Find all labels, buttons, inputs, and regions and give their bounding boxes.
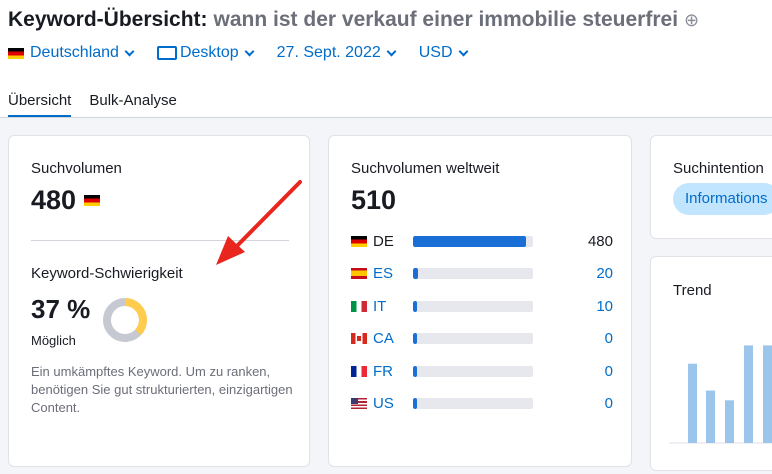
search-volume-number: 480: [31, 185, 77, 215]
flag-es-icon: [351, 268, 367, 279]
country-row-de: DE 480: [351, 231, 613, 251]
flag-us-icon: [351, 398, 367, 409]
divider: [31, 240, 289, 241]
country-code[interactable]: CA: [373, 330, 394, 347]
search-volume-label: Suchvolumen: [31, 160, 122, 177]
global-volume-card: Suchvolumen weltweit 510 DE 480 ES 20 IT 10 CA…: [328, 135, 632, 467]
search-intent-label: Suchintention: [673, 160, 764, 177]
country-volume-bar: [413, 365, 533, 377]
trend-bar: [744, 345, 753, 443]
country-volume-bar-fill: [413, 333, 417, 344]
country-volume-bar: [413, 300, 533, 312]
device-selector[interactable]: Desktop: [156, 44, 255, 62]
country-selector[interactable]: Deutschland: [8, 44, 135, 62]
germany-flag-icon: [84, 195, 101, 206]
trend-bar: [688, 363, 697, 443]
country-volume-bar-fill: [413, 235, 526, 247]
keyword-title: wann ist der verkauf einer immobilie ste…: [213, 8, 679, 31]
search-intent-card: Suchintention Informations: [650, 135, 772, 239]
country-code[interactable]: ES: [373, 265, 394, 282]
page-header: Keyword-Übersicht: wann ist der verkauf e…: [0, 0, 772, 118]
chevron-down-icon: [244, 46, 255, 56]
trend-chart: [669, 345, 772, 444]
currency-label: USD: [418, 44, 453, 61]
search-volume-card: Suchvolumen 480 Keyword-Schwierigkeit 37…: [8, 135, 310, 467]
currency-selector[interactable]: USD: [418, 44, 468, 62]
chevron-down-icon: [124, 46, 135, 56]
country-volume-value[interactable]: 10: [596, 297, 613, 315]
tab-overview[interactable]: Übersicht: [8, 92, 72, 117]
country-volume-bar: [413, 333, 533, 344]
plus-circle-icon[interactable]: ⊕: [684, 10, 700, 30]
keyword-difficulty-rating: Möglich: [31, 333, 76, 348]
desktop-icon: [156, 45, 177, 61]
flag-ca-icon: [351, 333, 367, 344]
country-volume-bar-fill: [413, 268, 418, 279]
trend-card: Trend: [650, 256, 772, 471]
country-row-it: IT 10: [351, 296, 613, 316]
country-volume-bar: [413, 268, 533, 279]
date-label: 27. Sept. 2022: [276, 44, 381, 61]
country-volume-bar-fill: [413, 398, 417, 409]
country-code[interactable]: US: [373, 395, 394, 412]
country-row-ca: CA 0: [351, 329, 613, 349]
donut-fill: [103, 298, 147, 342]
country-volume-bar: [413, 398, 533, 409]
flag-de-icon: [351, 235, 367, 247]
difficulty-donut-chart: [103, 298, 147, 342]
trend-label: Trend: [673, 282, 712, 299]
trend-bar: [706, 390, 715, 443]
country-code: DE: [373, 232, 394, 250]
trend-bar: [763, 345, 772, 443]
country-code[interactable]: FR: [373, 362, 393, 380]
country-label: Deutschland: [30, 44, 119, 61]
country-volume-value[interactable]: 0: [604, 362, 613, 380]
title-row: Keyword-Übersicht: wann ist der verkauf e…: [8, 8, 699, 32]
search-volume-value: 480: [31, 185, 106, 216]
country-row-us: US 0: [351, 394, 613, 414]
germany-flag-icon: [8, 47, 24, 59]
country-volume-value[interactable]: 0: [604, 395, 613, 412]
country-volume-bar: [413, 235, 533, 247]
page-title: Keyword-Übersicht:: [8, 8, 208, 31]
flag-it-icon: [351, 300, 367, 312]
intent-badge[interactable]: Informations: [673, 183, 772, 215]
country-volume-bar-fill: [413, 365, 417, 377]
chevron-down-icon: [458, 46, 468, 56]
flag-fr-icon: [351, 365, 367, 377]
country-volume-value: 480: [587, 232, 613, 250]
device-label: Desktop: [179, 44, 239, 61]
chevron-down-icon: [386, 46, 397, 56]
country-volume-bar-fill: [413, 300, 417, 312]
country-code[interactable]: IT: [373, 297, 387, 315]
trend-bar: [725, 400, 734, 443]
country-row-fr: FR 0: [351, 361, 613, 381]
date-selector[interactable]: 27. Sept. 2022: [276, 44, 397, 62]
difficulty-description: Ein umkämpftes Keyword. Um zu ranken, be…: [31, 364, 293, 415]
tab-bulk-analysis[interactable]: Bulk-Analyse: [89, 92, 177, 109]
keyword-difficulty-label: Keyword-Schwierigkeit: [31, 265, 183, 282]
tab-bar: Übersicht Bulk-Analyse: [8, 92, 195, 117]
filter-bar: Deutschland Desktop 27. Sept. 2022 USD: [8, 44, 491, 62]
keyword-difficulty-value: 37 %: [31, 294, 91, 324]
global-volume-label: Suchvolumen weltweit: [351, 160, 500, 177]
country-volume-value[interactable]: 20: [596, 265, 613, 282]
global-volume-value: 510: [351, 185, 397, 215]
country-volume-value[interactable]: 0: [604, 330, 613, 347]
country-row-es: ES 20: [351, 264, 613, 284]
